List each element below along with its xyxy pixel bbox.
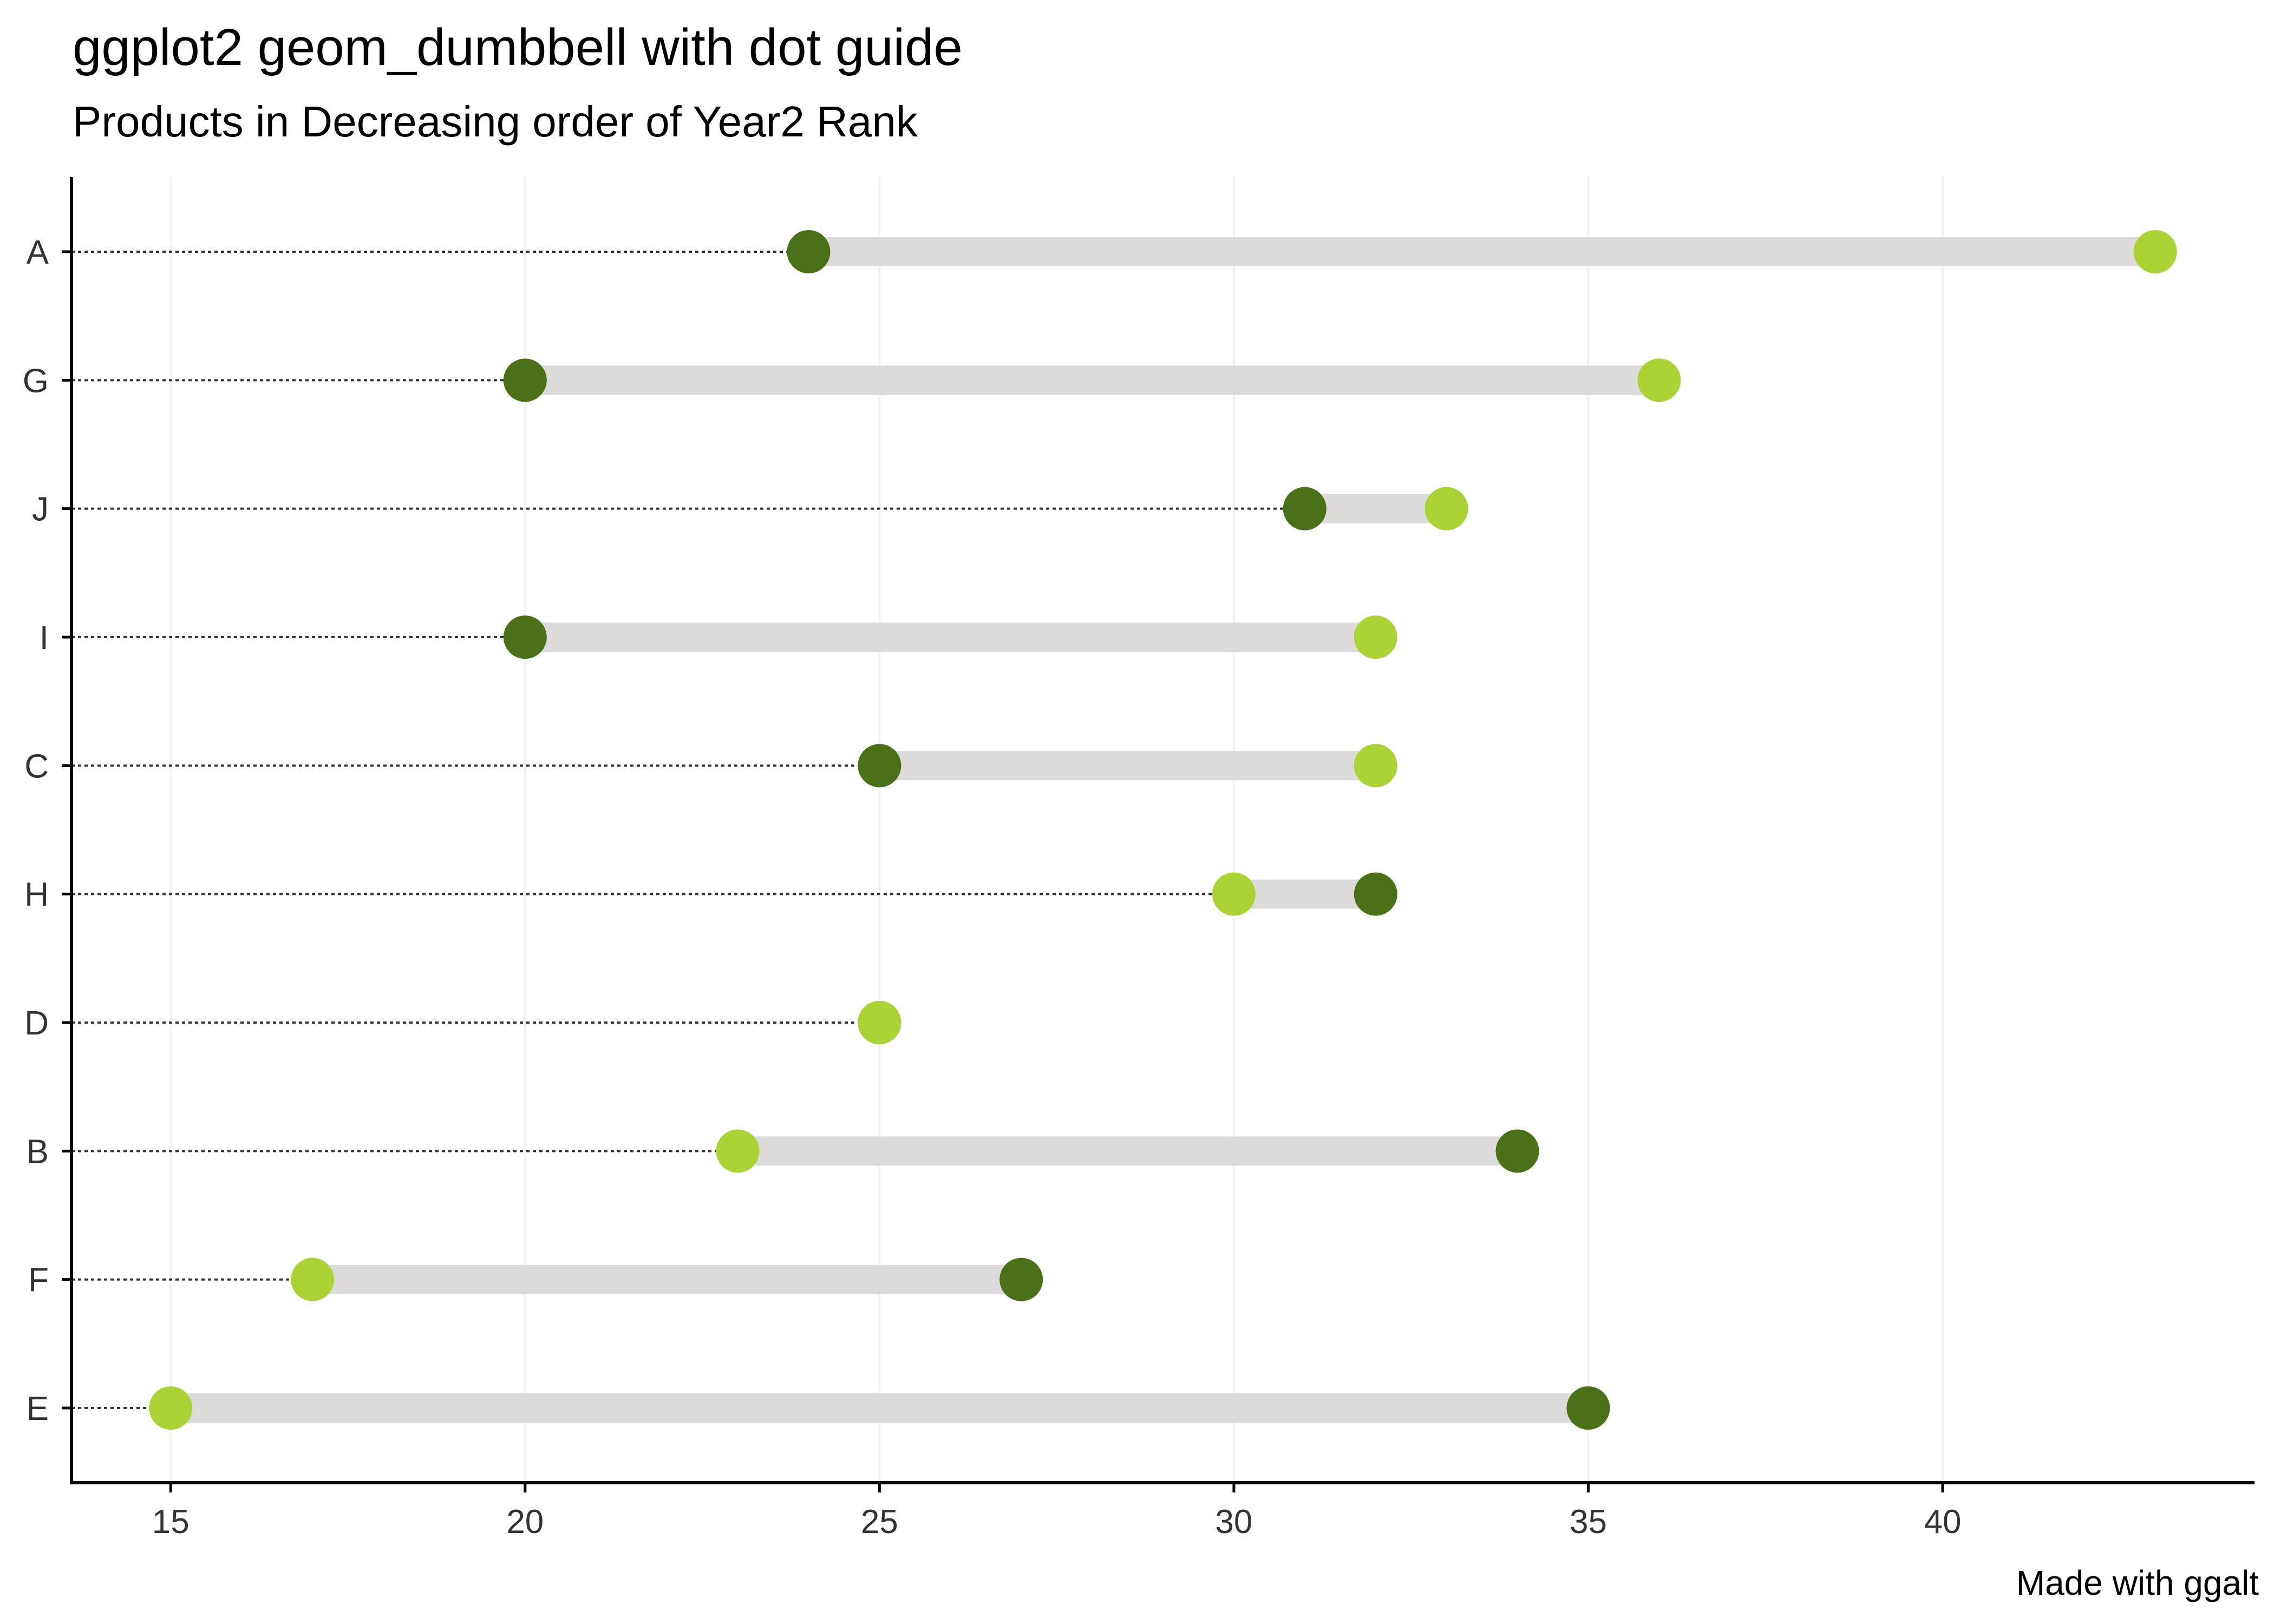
tick-labels: A G J I C H D B F E 15 20 25 30 35 40 (23, 234, 1962, 1541)
y-tick-label-F: F (28, 1262, 49, 1299)
x-tick-label-25: 25 (861, 1503, 898, 1541)
point-series1-E (1566, 1386, 1610, 1430)
y-tick-label-D: D (24, 1005, 49, 1042)
y-tick-label-H: H (24, 876, 49, 914)
y-tick-label-J: J (32, 491, 49, 528)
point-series2-A (2133, 230, 2177, 273)
dumbbell-points (149, 230, 2177, 1430)
point-series1-J (1283, 487, 1327, 531)
x-tick-label-40: 40 (1924, 1503, 1962, 1541)
y-tick-label-I: I (40, 619, 49, 657)
point-series1-F (999, 1258, 1043, 1301)
x-tick-label-20: 20 (506, 1503, 544, 1541)
dumbbell-segments (171, 237, 2155, 1423)
x-tick-label-35: 35 (1570, 1503, 1607, 1541)
x-tick-label-30: 30 (1215, 1503, 1252, 1541)
point-series2-D (858, 1001, 901, 1044)
point-series1-G (503, 358, 547, 402)
point-series2-J (1424, 487, 1468, 531)
dot-guides (71, 251, 1305, 1409)
point-series2-H (1212, 872, 1256, 916)
point-series1-H (1354, 872, 1397, 916)
chart-title: ggplot2 geom_dumbbell with dot guide (73, 18, 963, 76)
y-tick-label-B: B (27, 1133, 49, 1170)
point-series2-F (291, 1258, 335, 1301)
point-series1-B (1495, 1129, 1539, 1173)
x-tick-label-15: 15 (152, 1503, 190, 1541)
axes (62, 177, 2255, 1492)
y-tick-label-A: A (27, 234, 49, 271)
chart-subtitle: Products in Decreasing order of Year2 Ra… (73, 97, 918, 146)
chart-caption: Made with ggalt (2016, 1563, 2259, 1602)
y-tick-label-C: C (24, 748, 49, 785)
point-series1-C (858, 744, 901, 788)
point-series2-I (1354, 615, 1397, 659)
y-tick-label-E: E (27, 1390, 49, 1427)
point-series2-C (1354, 744, 1397, 788)
y-tick-label-G: G (23, 362, 49, 400)
point-series2-E (149, 1386, 193, 1430)
point-series2-B (716, 1129, 760, 1173)
point-series1-A (787, 230, 831, 273)
point-series2-G (1637, 358, 1681, 402)
point-series1-I (503, 615, 547, 659)
